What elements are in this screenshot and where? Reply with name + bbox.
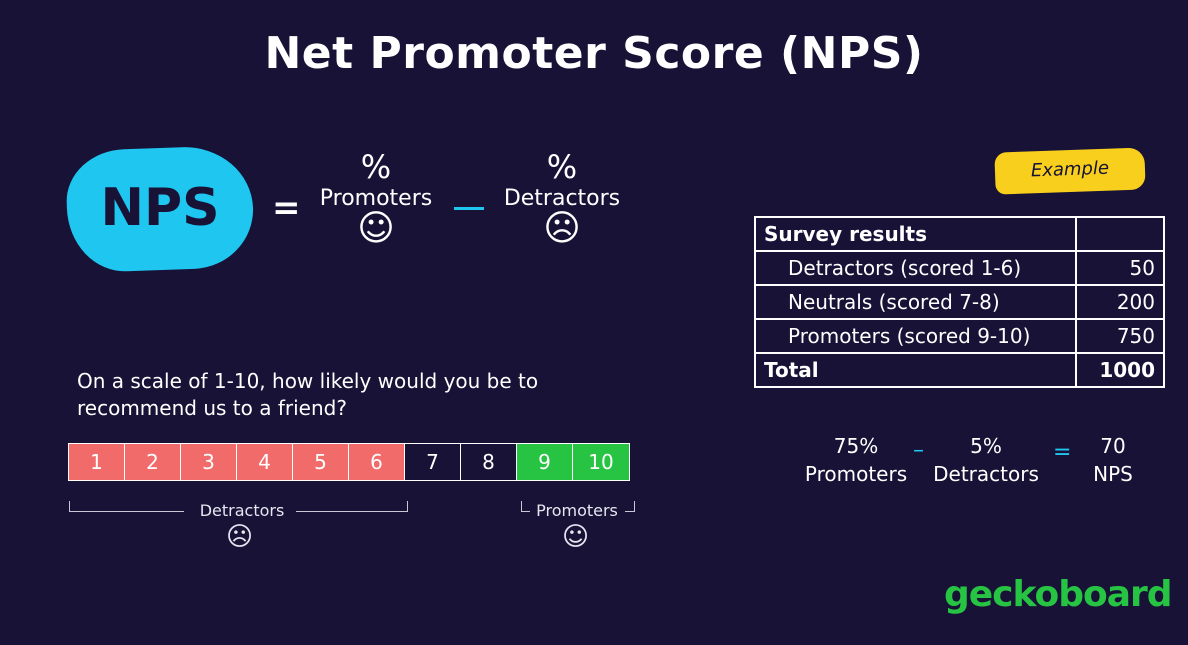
bracket-tick bbox=[521, 501, 522, 511]
calc-detractors: 5% Detractors bbox=[930, 432, 1042, 488]
smile-icon: ☺ bbox=[562, 522, 590, 552]
scale-cell: 4 bbox=[237, 444, 293, 480]
scale-cell: 7 bbox=[405, 444, 461, 480]
table-total-row: Total 1000 bbox=[754, 352, 1165, 388]
scale-cell: 1 bbox=[69, 444, 125, 480]
detractors-term: % Detractors ☹ bbox=[500, 148, 624, 247]
table-row: Promoters (scored 9-10) 750 bbox=[754, 318, 1165, 354]
page-title: Net Promoter Score (NPS) bbox=[264, 28, 924, 79]
bracket-line bbox=[521, 511, 530, 512]
row-label: Neutrals (scored 7-8) bbox=[754, 284, 1077, 320]
promoters-label: Promoters bbox=[319, 186, 433, 211]
scale-cell: 3 bbox=[181, 444, 237, 480]
bracket-line bbox=[69, 511, 184, 512]
bracket-tick bbox=[69, 501, 70, 511]
nps-badge-label: NPS bbox=[100, 178, 220, 238]
survey-results-table: Survey results Detractors (scored 1-6) 5… bbox=[754, 216, 1165, 388]
table-row: Neutrals (scored 7-8) 200 bbox=[754, 284, 1165, 320]
scale-cell: 8 bbox=[461, 444, 517, 480]
bracket-line bbox=[296, 511, 408, 512]
table-header-label: Survey results bbox=[754, 216, 1077, 252]
example-tag: Example bbox=[994, 147, 1146, 195]
survey-question: On a scale of 1-10, how likely would you… bbox=[77, 368, 557, 422]
equals-sign: = bbox=[272, 188, 301, 228]
total-value: 1000 bbox=[1075, 352, 1165, 388]
row-label: Promoters (scored 9-10) bbox=[754, 318, 1077, 354]
promoters-term: % Promoters ☺ bbox=[318, 148, 434, 247]
geckoboard-logo: geckoboard bbox=[944, 574, 1173, 615]
smile-icon: ☺ bbox=[357, 208, 395, 249]
bracket-tick bbox=[634, 501, 635, 511]
row-value: 50 bbox=[1075, 250, 1165, 286]
table-header-row: Survey results bbox=[754, 216, 1165, 252]
row-label: Detractors (scored 1-6) bbox=[754, 250, 1077, 286]
calc-equals: = bbox=[1053, 440, 1072, 465]
rating-scale: 1 2 3 4 5 6 7 8 9 10 bbox=[68, 443, 630, 481]
question-line-1: On a scale of 1-10, how likely would you… bbox=[77, 369, 539, 393]
calc-promoters-pct: 75% bbox=[833, 434, 879, 458]
calc-minus: – bbox=[913, 438, 924, 463]
table-row: Detractors (scored 1-6) 50 bbox=[754, 250, 1165, 286]
calc-detractors-pct: 5% bbox=[970, 434, 1002, 458]
total-label: Total bbox=[754, 352, 1077, 388]
frown-icon: ☹ bbox=[226, 522, 254, 552]
row-value: 750 bbox=[1075, 318, 1165, 354]
calc-promoters: 75% Promoters bbox=[800, 432, 912, 488]
calc-result: 70 NPS bbox=[1080, 432, 1146, 488]
calc-result-value: 70 bbox=[1100, 434, 1126, 458]
detractors-scale-label: Detractors bbox=[199, 501, 285, 520]
detractors-label: Detractors bbox=[503, 186, 621, 211]
minus-sign bbox=[454, 207, 484, 210]
calc-promoters-label: Promoters bbox=[804, 462, 908, 486]
scale-cell: 5 bbox=[293, 444, 349, 480]
promoters-percent-sign: % bbox=[360, 148, 392, 186]
frown-icon: ☹ bbox=[543, 208, 581, 249]
scale-cell: 6 bbox=[349, 444, 405, 480]
table-header-empty bbox=[1075, 216, 1165, 252]
scale-cell: 10 bbox=[573, 444, 629, 480]
promoters-scale-label: Promoters bbox=[536, 501, 618, 520]
question-line-2: recommend us to a friend? bbox=[77, 396, 347, 420]
calc-detractors-label: Detractors bbox=[933, 462, 1039, 486]
scale-cell: 2 bbox=[125, 444, 181, 480]
bracket-tick bbox=[407, 501, 408, 511]
calc-result-label: NPS bbox=[1093, 462, 1133, 486]
detractors-percent-sign: % bbox=[546, 148, 578, 186]
row-value: 200 bbox=[1075, 284, 1165, 320]
scale-cell: 9 bbox=[517, 444, 573, 480]
bracket-line bbox=[625, 511, 635, 512]
